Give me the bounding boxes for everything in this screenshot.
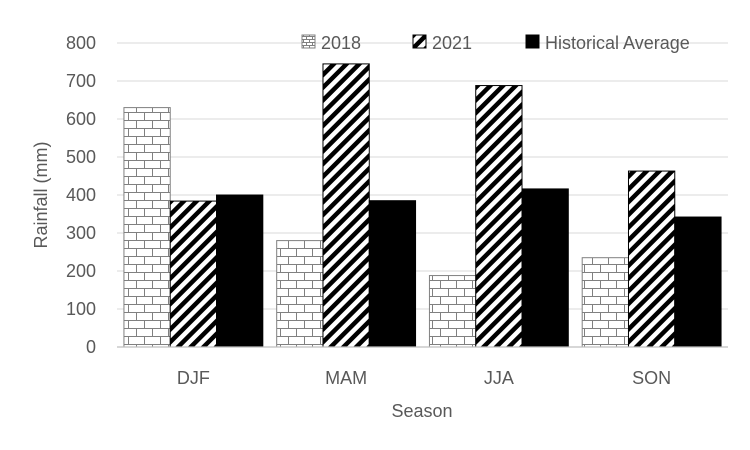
bar-2018-djf <box>123 107 171 348</box>
y-tick-label: 300 <box>66 223 96 243</box>
bar-historical-average-jja <box>521 188 569 348</box>
bar-historical-average-son <box>674 216 722 348</box>
bar-2018-son <box>581 257 629 348</box>
legend-swatch <box>301 34 316 49</box>
x-tick-label: JJA <box>484 368 514 388</box>
y-tick-label: 200 <box>66 261 96 281</box>
x-tick-label: MAM <box>325 368 367 388</box>
bar-2021-mam <box>322 63 370 348</box>
bar-2021-djf <box>169 200 218 348</box>
legend-swatch <box>412 34 427 49</box>
y-axis-title: Rainfall (mm) <box>31 141 51 248</box>
legend: 2018 2021 Historical Average <box>301 33 690 53</box>
legend-swatch <box>525 34 540 49</box>
bar-2021-jja <box>475 85 523 348</box>
bars <box>123 63 722 348</box>
bar-2018-jja <box>428 275 477 348</box>
y-tick-label: 600 <box>66 109 96 129</box>
x-tick-label: SON <box>632 368 671 388</box>
bar-2018-mam <box>276 240 324 348</box>
y-tick-label: 700 <box>66 71 96 91</box>
legend-label: 2018 <box>321 33 361 53</box>
y-tick-label: 500 <box>66 147 96 167</box>
y-axis-tick-labels: 0 100 200 300 400 500 600 700 800 <box>66 33 96 357</box>
bar-2021-son <box>627 170 676 348</box>
x-tick-label: DJF <box>177 368 210 388</box>
x-axis-title: Season <box>391 401 452 421</box>
legend-label: 2021 <box>432 33 472 53</box>
legend-item-2018: 2018 <box>301 33 361 53</box>
y-tick-label: 0 <box>86 337 96 357</box>
y-tick-label: 400 <box>66 185 96 205</box>
y-tick-label: 100 <box>66 299 96 319</box>
bar-historical-average-djf <box>216 194 264 348</box>
legend-item-2021: 2021 <box>412 33 472 53</box>
y-tick-label: 800 <box>66 33 96 53</box>
x-axis-tick-labels: DJF MAM JJA SON <box>177 368 671 388</box>
legend-item-historical-average: Historical Average <box>525 33 690 53</box>
bar-historical-average-mam <box>368 200 417 348</box>
legend-label: Historical Average <box>545 33 690 53</box>
